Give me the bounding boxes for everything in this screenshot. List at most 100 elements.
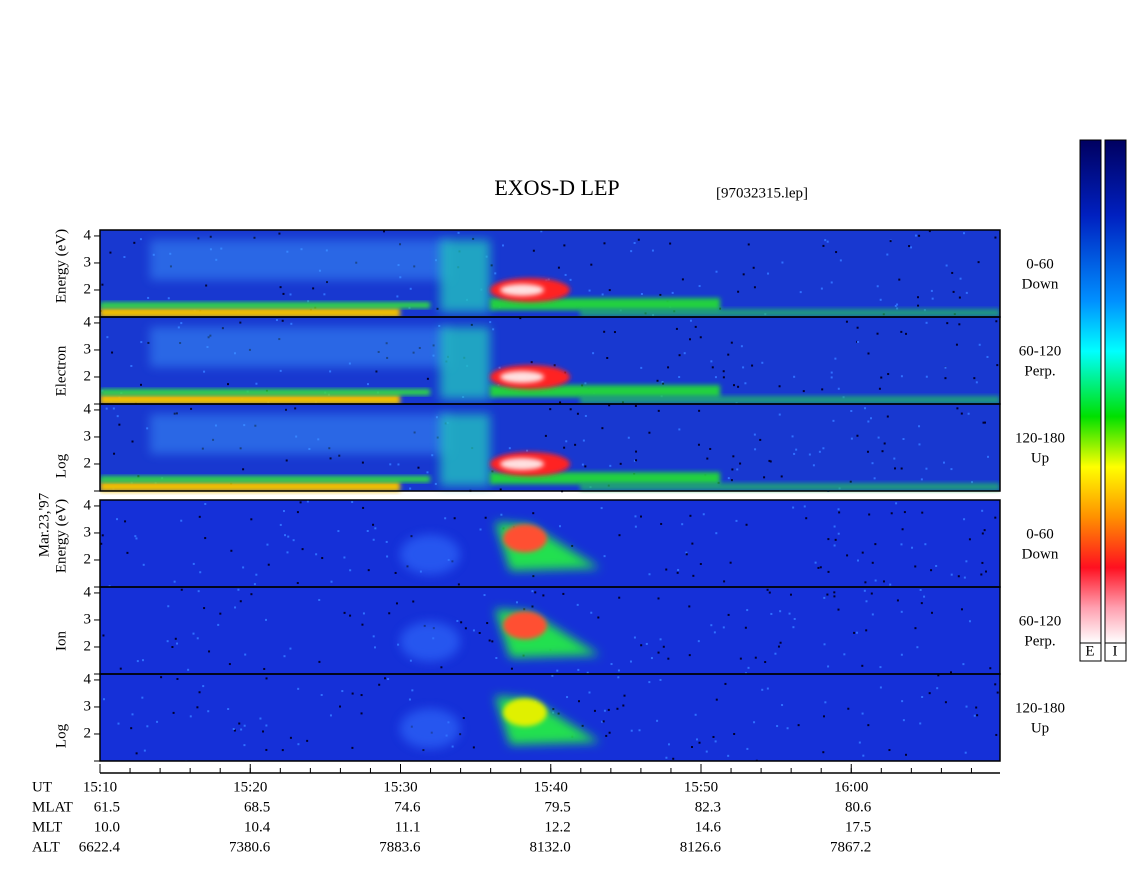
speckle [780,475,783,478]
speckle [472,237,475,240]
y-tick-label: 3 [84,698,92,714]
speckle [879,298,882,301]
speckle [285,459,288,462]
low-band [100,394,400,405]
speckle [417,466,420,469]
speckle [883,442,886,445]
speckle [557,266,560,269]
speckle [440,666,443,669]
speckle [973,377,976,380]
speckle [532,575,535,578]
speckle [648,681,651,684]
speckle [650,657,653,660]
speckle [361,623,364,626]
speckle [950,573,953,576]
speckle [173,412,176,415]
speckle [837,608,840,611]
speckle [243,724,246,727]
speckle [711,366,714,369]
speckle [886,253,889,256]
speckle [633,459,636,462]
speckle [659,678,662,681]
burst [440,240,490,312]
speckle [830,281,833,284]
y-tick-label: 3 [84,254,92,270]
speckle [375,370,378,373]
speckle [531,590,534,593]
speckle [558,525,561,528]
speckle [820,287,823,290]
speckle [766,588,769,591]
speckle [881,450,884,453]
speckle [928,230,931,233]
speckle [698,741,701,744]
speckle [297,743,300,746]
speckle [763,476,766,479]
y-axis-label: Ion [53,631,69,651]
speckle [665,568,668,571]
speckle [740,345,743,348]
speckle [902,438,905,441]
panel-label: 120-180 [1015,430,1065,446]
speckle [971,481,974,484]
speckle [284,534,287,537]
speckle [244,653,247,656]
speckle [118,423,121,426]
speckle [776,725,779,728]
speckle [349,614,352,617]
speckle [436,307,439,310]
speckle [633,241,636,244]
speckle [967,412,970,415]
speckle [945,264,948,267]
x-tick-label: 15:30 [383,779,417,795]
speckle [824,701,827,704]
speckle [497,384,500,387]
speckle [856,434,859,437]
speckle [871,561,874,564]
speckle [639,515,642,518]
speckle [723,580,726,583]
speckle [987,455,990,458]
speckle [983,529,986,532]
speckle [239,321,242,324]
ephemeris-value: 14.6 [695,819,722,835]
y-tick-label: 3 [84,428,92,444]
speckle [753,721,756,724]
speckle [822,447,825,450]
speckle [488,639,491,642]
speckle [837,532,840,535]
speckle [688,654,691,657]
speckle [661,381,664,384]
speckle [374,527,377,530]
speckle [996,691,999,694]
speckle [394,571,397,574]
speckle [944,377,947,380]
speckle [175,412,178,415]
speckle [131,713,134,716]
speckle [242,566,245,569]
speckle [569,278,572,281]
speckle [656,379,659,382]
speckle [719,307,722,310]
panel-label: Perp. [1024,363,1055,379]
y-tick-label: 2 [84,455,92,471]
speckle [894,304,897,307]
speckle [870,592,873,595]
speckle [190,407,193,410]
speckle [910,246,913,249]
speckle [695,738,698,741]
speckle [901,700,904,703]
speckle [685,551,688,554]
speckle [552,708,555,711]
speckle [372,635,375,638]
speckle [542,594,545,597]
speckle [727,613,730,616]
y-tick-label: 2 [84,638,92,654]
speckle [590,263,593,266]
speckle [259,717,262,720]
speckle [849,480,852,483]
speckle [339,705,342,708]
ephemeris-value: 79.5 [545,799,571,815]
speckle [824,239,827,242]
speckle [483,594,486,597]
